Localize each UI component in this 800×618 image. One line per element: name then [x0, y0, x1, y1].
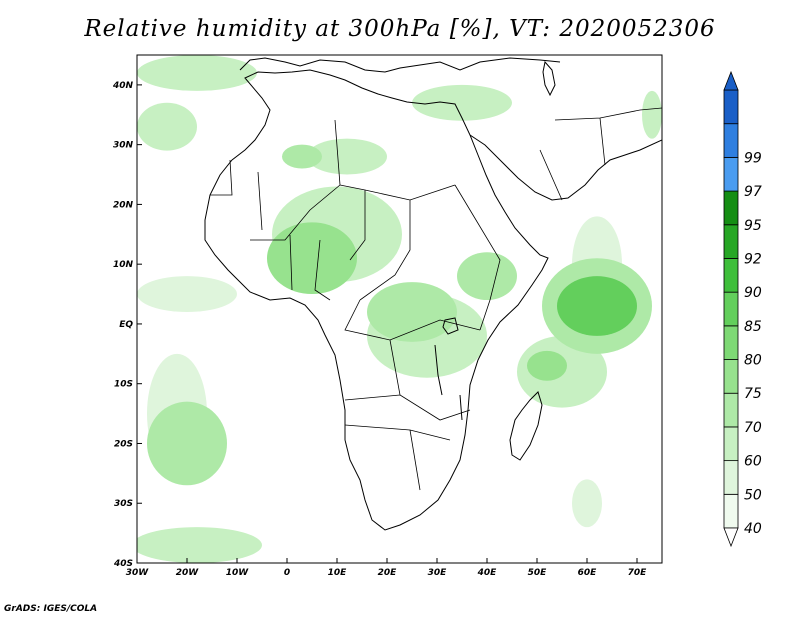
humidity-patch: [527, 350, 567, 381]
humidity-patch: [642, 90, 662, 139]
humidity-patch: [267, 222, 357, 295]
colorbar-label: 85: [744, 319, 762, 335]
colorbar-segment: [723, 156, 739, 192]
caspian-sea: [542, 60, 556, 97]
colorbar-label: 60: [744, 454, 762, 470]
humidity-patch: [557, 276, 637, 336]
lon-tick-label: 20W: [176, 568, 200, 578]
lat-tick-label: 20N: [113, 200, 134, 210]
lon-tick-label: 40E: [477, 568, 498, 578]
colorbar-segment: [723, 123, 739, 158]
plot-frame: [136, 54, 663, 564]
lon-tick-label: 70E: [628, 568, 648, 578]
lon-tick-label: 60E: [578, 568, 598, 578]
colorbar-segment: [723, 224, 739, 259]
rift-lakes: [434, 344, 463, 421]
colorbar-label: 50: [744, 487, 762, 503]
humidity-patch: [572, 479, 602, 528]
humidity-patch: [307, 138, 387, 175]
lon-tick-label: 50E: [528, 568, 548, 578]
colorbar-label: 97: [744, 184, 762, 200]
humidity-patch: [147, 401, 227, 486]
map-axes: 30W 20W 10W 0 10E 20E 30E 40E 50E 60E 70E 40N 30N 20N…: [112, 81, 647, 578]
madagascar-coastline: [509, 391, 543, 461]
humidity-patch: [137, 527, 262, 563]
colorbar-label: 99: [744, 150, 762, 166]
colorbar-segment: [723, 359, 739, 394]
lon-tick-label: 10E: [328, 568, 348, 578]
colorbar-label: 75: [744, 386, 762, 402]
colorbar-label: 95: [744, 218, 762, 234]
lat-tick-label: 40S: [113, 559, 133, 569]
lake-victoria: [442, 317, 459, 335]
colorbar-segment: [723, 426, 739, 462]
colorbar-bottom-arrow: [723, 527, 739, 548]
humidity-patch: [457, 252, 517, 301]
lon-tick-label: 30E: [428, 568, 448, 578]
lat-tick-label: 30S: [114, 499, 133, 509]
colorbar-label: 80: [744, 353, 762, 369]
grads-credit: GrADS: IGES/COLA: [4, 604, 98, 614]
country-borders: [210, 107, 662, 491]
lon-tick-label: 10W: [226, 568, 250, 578]
lon-tick-label: 30W: [126, 568, 150, 578]
humidity-field: [137, 55, 662, 563]
colorbar-label: 40: [744, 521, 762, 537]
lon-tick-label: 0: [284, 568, 290, 578]
lon-tick-label: 20E: [378, 568, 398, 578]
colorbar-label: 92: [744, 251, 762, 267]
colorbar-segment: [723, 460, 739, 495]
lat-tick-label: 10S: [114, 380, 133, 390]
colorbar-label: 90: [744, 285, 762, 301]
humidity-patch: [137, 55, 257, 91]
colorbar-segment: [723, 291, 739, 327]
lat-tick-label: 30N: [113, 141, 134, 151]
humidity-patch: [137, 102, 197, 151]
colorbar-segment: [723, 392, 739, 428]
colorbar-segment: [723, 190, 739, 226]
map-title: Relative humidity at 300hPa [%], VT: 202…: [84, 16, 716, 42]
africa-coastline: [204, 69, 549, 531]
lat-tick-label: 10N: [113, 260, 134, 270]
humidity-patch: [412, 84, 512, 121]
lat-tick-label: 20S: [114, 439, 133, 449]
colorbar-segment: [723, 493, 739, 529]
humidity-patch: [282, 144, 322, 169]
colorbar-label: 70: [744, 420, 762, 436]
humidity-patch: [367, 282, 457, 342]
colorbar: 40 50 60 70 75 80 85 90 92 95 97 99: [723, 70, 762, 548]
colorbar-segment: [723, 258, 739, 293]
colorbar-segment: [723, 325, 739, 360]
arabia-coastline: [469, 134, 662, 201]
europe-coastline: [239, 57, 561, 73]
humidity-patch: [137, 276, 237, 312]
lat-tick-label: 40N: [112, 81, 134, 91]
colorbar-top-arrow: [723, 70, 739, 91]
colorbar-segment: [723, 89, 739, 125]
coastlines-and-borders: [204, 57, 662, 531]
lat-tick-label: EQ: [119, 320, 133, 330]
